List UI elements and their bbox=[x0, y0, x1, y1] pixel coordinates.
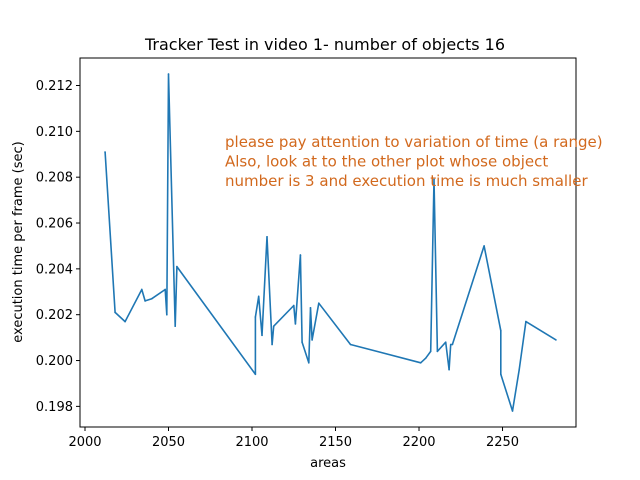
data-point bbox=[261, 334, 263, 337]
data-point bbox=[451, 343, 454, 346]
data-point bbox=[436, 350, 439, 353]
data-point bbox=[299, 254, 302, 256]
data-point bbox=[311, 339, 313, 341]
data-point bbox=[433, 178, 435, 181]
data-point bbox=[429, 350, 432, 353]
data-point bbox=[318, 302, 320, 305]
data-point bbox=[424, 357, 427, 360]
annotation-line: Also, look at to the other plot whose ob… bbox=[225, 153, 548, 171]
y-tick-label: 0.208 bbox=[36, 171, 73, 186]
y-tick-label: 0.202 bbox=[36, 308, 73, 323]
chart-title: Tracker Test in video 1- number of objec… bbox=[144, 35, 505, 54]
data-point bbox=[525, 320, 527, 323]
y-tick-label: 0.210 bbox=[36, 125, 73, 140]
data-point bbox=[349, 343, 352, 346]
data-point bbox=[309, 307, 312, 309]
data-point bbox=[301, 341, 303, 343]
data-point bbox=[266, 235, 268, 238]
data-point bbox=[448, 368, 450, 371]
x-tick-label: 2250 bbox=[486, 435, 519, 450]
data-point bbox=[257, 295, 260, 298]
data-point bbox=[166, 313, 168, 316]
y-tick-label: 0.198 bbox=[36, 400, 73, 415]
data-point bbox=[419, 362, 422, 364]
data-point bbox=[174, 325, 176, 327]
data-point bbox=[555, 339, 557, 341]
data-point bbox=[500, 373, 502, 376]
data-point bbox=[254, 316, 257, 318]
data-point bbox=[114, 311, 116, 314]
data-point bbox=[518, 368, 521, 371]
data-point bbox=[144, 300, 146, 302]
x-tick-label: 2150 bbox=[319, 435, 352, 450]
data-point bbox=[176, 265, 178, 268]
data-point bbox=[104, 151, 106, 153]
y-axis-label: execution time per frame (sec) bbox=[11, 141, 26, 342]
x-tick-label: 2050 bbox=[152, 435, 185, 450]
x-tick-label: 2000 bbox=[68, 435, 101, 450]
series bbox=[104, 73, 557, 412]
data-point bbox=[164, 288, 166, 291]
data-point bbox=[140, 288, 143, 291]
annotation-line: please pay attention to variation of tim… bbox=[225, 133, 603, 151]
data-point bbox=[449, 343, 452, 346]
ticks: 2000 2050 2100 2150 2200 2250 0.198 0.200 0.202 0… bbox=[36, 79, 519, 450]
annotation: please pay attention to variation of tim… bbox=[225, 133, 603, 190]
data-point bbox=[271, 343, 273, 346]
x-tick-label: 2100 bbox=[235, 435, 268, 450]
data-point bbox=[151, 297, 153, 300]
data-point bbox=[511, 410, 514, 412]
data-point bbox=[254, 373, 257, 376]
y-tick-label: 0.200 bbox=[36, 354, 73, 369]
data-point bbox=[307, 362, 310, 364]
data-point bbox=[167, 73, 170, 75]
data-point bbox=[444, 341, 447, 343]
data-point bbox=[483, 245, 485, 247]
x-tick-label: 2200 bbox=[402, 435, 435, 450]
annotation-line: number is 3 and execution time is much s… bbox=[225, 172, 588, 190]
data-point bbox=[294, 323, 297, 325]
x-axis-label: areas bbox=[310, 456, 346, 471]
y-tick-label: 0.212 bbox=[36, 79, 73, 94]
data-point bbox=[500, 329, 502, 332]
y-tick-label: 0.206 bbox=[36, 217, 73, 232]
data-point bbox=[124, 320, 126, 323]
series-line bbox=[104, 73, 557, 412]
plot-frame bbox=[79, 57, 577, 428]
data-point bbox=[292, 304, 295, 307]
y-tick-label: 0.204 bbox=[36, 262, 73, 277]
data-point bbox=[272, 325, 275, 327]
